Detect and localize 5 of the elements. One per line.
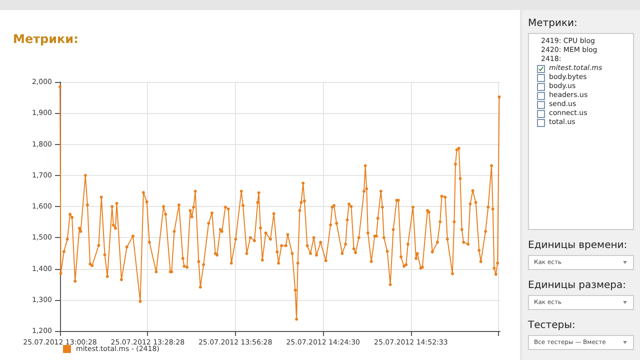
text: Метрики: <box>528 18 578 29</box>
chart-title: Метрики: <box>13 32 78 46</box>
text: Тестеры: <box>528 320 576 331</box>
text: Единицы размера: <box>528 280 627 291</box>
text: Единицы времени: <box>528 240 628 251</box>
